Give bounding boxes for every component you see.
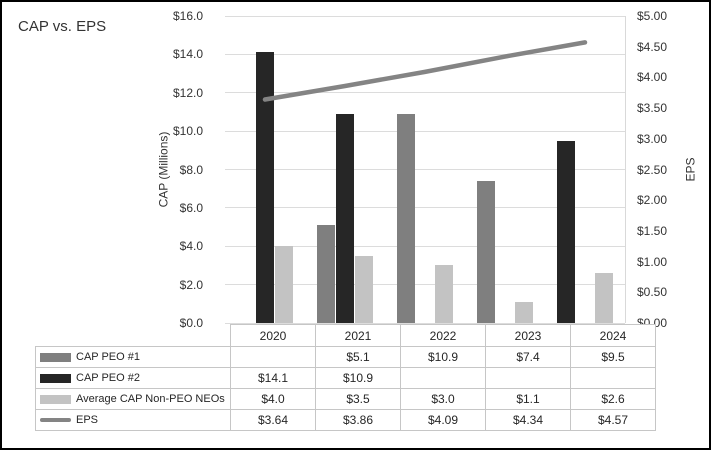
legend-label: EPS — [76, 414, 99, 426]
bar-average-cap-non-peo-neos-2022 — [434, 265, 453, 323]
gridline — [225, 207, 625, 209]
gridline — [225, 130, 625, 132]
right-axis-tick: $4.00 — [637, 70, 668, 85]
eps-line — [262, 40, 588, 102]
bar-average-cap-non-peo-neos-2024 — [594, 273, 613, 323]
bar-cap-peo-1-2022 — [396, 113, 415, 323]
legend-cell: EPS — [35, 409, 231, 431]
plot-area — [225, 15, 626, 324]
value-cell-2022: $10.9 — [400, 346, 486, 368]
legend-swatch-icon — [40, 394, 71, 404]
value-cell-2021: $3.5 — [315, 388, 401, 410]
right-axis-tick: $3.50 — [637, 101, 668, 116]
value-cell-2024: $2.6 — [570, 388, 656, 410]
gridline — [225, 322, 625, 324]
legend-label: Average CAP Non-PEO NEOs — [76, 393, 225, 405]
legend-swatch-icon — [40, 418, 71, 422]
gridline — [225, 169, 625, 170]
value-cell-2023: $1.1 — [485, 388, 571, 410]
left-axis-tick: $8.0 — [179, 162, 203, 177]
right-axis-tick: $0.50 — [637, 285, 668, 300]
right-axis-tick: $1.00 — [637, 254, 668, 269]
value-cell-2020: $3.64 — [230, 409, 316, 431]
year-label-2023: 2023 — [485, 324, 571, 347]
left-axis-tick: $10.0 — [172, 124, 203, 139]
value-cell-2023: $4.34 — [485, 409, 571, 431]
right-axis-tick: $4.50 — [637, 39, 668, 54]
year-label-2021: 2021 — [315, 324, 401, 347]
gridline — [225, 284, 625, 286]
value-cell-2024 — [570, 367, 656, 389]
legend-label: CAP PEO #1 — [76, 351, 140, 363]
bar-cap-peo-1-2023 — [476, 181, 495, 323]
bar-cap-peo-2-2021 — [335, 113, 354, 323]
bar-average-cap-non-peo-neos-2020 — [274, 246, 293, 323]
chart-title: CAP vs. EPS — [18, 18, 107, 35]
bar-cap-peo-2-2020 — [255, 52, 274, 323]
table-row: CAP PEO #1 $5.1 $10.9 $7.4 $9.5 — [35, 346, 656, 368]
table-row: EPS $3.64 $3.86 $4.09 $4.34 $4.57 — [35, 409, 656, 431]
gridline — [225, 245, 625, 247]
bar-average-cap-non-peo-neos-2023 — [514, 301, 533, 323]
gridline — [225, 53, 625, 55]
table-year-row: 2020 2021 2022 2023 2024 — [36, 324, 656, 347]
value-cell-2021: $5.1 — [315, 346, 401, 368]
bar-cap-peo-1-2024 — [556, 140, 575, 323]
legend-swatch-icon — [40, 352, 71, 362]
left-axis-tick: $6.0 — [179, 200, 203, 215]
legend-label: CAP PEO #2 — [76, 372, 140, 384]
value-cell-2023: $7.4 — [485, 346, 571, 368]
value-cell-2020: $4.0 — [230, 388, 316, 410]
table-row: CAP PEO #2 $14.1 $10.9 — [35, 367, 656, 389]
value-cell-2021: $10.9 — [315, 367, 401, 389]
value-cell-2022: $4.09 — [400, 409, 486, 431]
table-row: Average CAP Non-PEO NEOs $4.0 $3.5 $3.0 $1.1… — [35, 388, 656, 410]
left-axis-tick: $2.0 — [179, 277, 203, 292]
right-axis-tick: $3.00 — [637, 131, 668, 146]
year-label-2024: 2024 — [570, 324, 656, 347]
left-axis-tick: $4.0 — [179, 239, 203, 254]
bar-cap-peo-1-2021 — [316, 225, 335, 323]
data-table: 2020 2021 2022 2023 2024 CAP PEO #1 $5.1 $10.9 $… — [35, 324, 656, 431]
value-cell-2022 — [400, 367, 486, 389]
value-cell-2023 — [485, 367, 571, 389]
right-axis-tick: $1.50 — [637, 223, 668, 238]
left-axis-tick: $12.0 — [172, 85, 203, 100]
legend-cell: CAP PEO #2 — [35, 367, 231, 389]
left-axis-tick: $0.0 — [179, 316, 203, 330]
year-label-2022: 2022 — [400, 324, 486, 347]
left-axis-tick: $14.0 — [172, 47, 203, 62]
legend-cell: CAP PEO #1 — [35, 346, 231, 368]
gridline — [225, 15, 625, 17]
value-cell-2024: $4.57 — [570, 409, 656, 431]
right-axis-tick: $5.00 — [637, 9, 668, 23]
legend-swatch-icon — [40, 373, 71, 383]
year-label-2020: 2020 — [230, 324, 316, 347]
table-blank-corner — [36, 325, 231, 347]
value-cell-2021: $3.86 — [315, 409, 401, 431]
left-axis-tick: $16.0 — [172, 9, 203, 23]
value-cell-2022: $3.0 — [400, 388, 486, 410]
bar-average-cap-non-peo-neos-2021 — [354, 255, 373, 323]
value-cell-2024: $9.5 — [570, 346, 656, 368]
gridline — [225, 92, 625, 94]
legend-cell: Average CAP Non-PEO NEOs — [35, 388, 231, 410]
value-cell-2020 — [230, 346, 316, 368]
eps-line-path — [262, 40, 588, 102]
right-axis-tick: $2.50 — [637, 162, 668, 177]
right-axis-tick: $2.00 — [637, 193, 668, 208]
value-cell-2020: $14.1 — [230, 367, 316, 389]
